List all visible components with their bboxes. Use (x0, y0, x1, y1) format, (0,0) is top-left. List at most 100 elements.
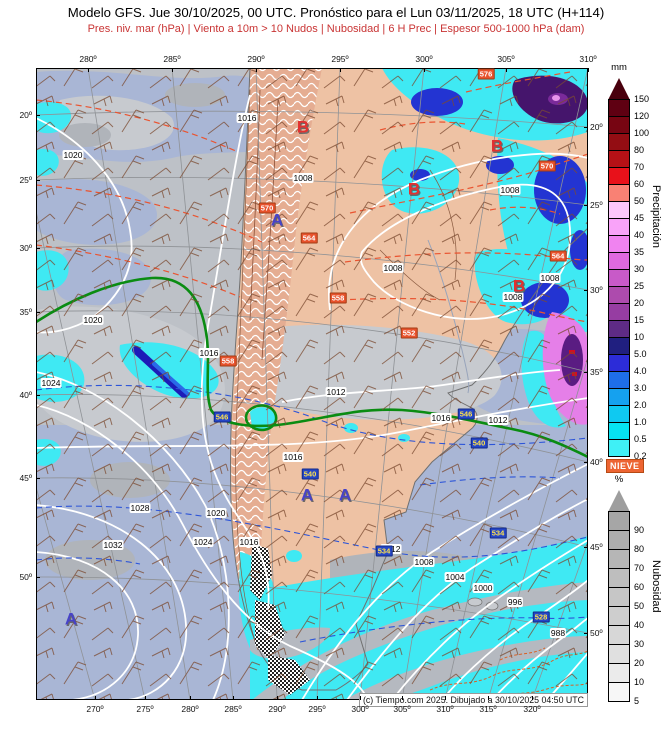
axis-tick (233, 696, 234, 700)
axis-tick (277, 696, 278, 700)
axis-bottom-label: 280º (181, 704, 199, 714)
precip-colorbar-label: 2.0 (634, 400, 647, 410)
cloud-colorbar-label: 90 (634, 525, 645, 535)
cloud-colorbar-title: Nubosidad (650, 560, 662, 613)
axis-bottom-label: 305º (393, 704, 411, 714)
precip-colorbar-block (608, 303, 630, 321)
cloud-colorbar-label: 50 (634, 601, 645, 611)
precip-colorbar-label: 50 (634, 196, 645, 206)
axis-tick (506, 68, 507, 72)
axis-bottom-label: 275º (136, 704, 154, 714)
cloud-colorbar-block (608, 549, 630, 569)
axis-tick (36, 478, 40, 479)
page-title: Modelo GFS. Jue 30/10/2025, 00 UTC. Pron… (67, 5, 605, 20)
precip-colorbar-label: 4.0 (634, 366, 647, 376)
precip-colorbar-label: 3.0 (634, 383, 647, 393)
axis-bottom-label: 300º (351, 704, 369, 714)
precip-colorbar-label: 45 (634, 213, 645, 223)
axis-tick (360, 696, 361, 700)
axis-right-label: 40º (590, 457, 603, 467)
axis-top-label: 295º (331, 54, 349, 64)
precip-colorbar-block (608, 405, 630, 423)
axis-left-label: 40º (19, 390, 32, 400)
precip-colorbar-block (608, 99, 630, 117)
axis-tick (584, 633, 588, 634)
axis-tick (584, 127, 588, 128)
precip-colorbar-block (608, 320, 630, 338)
axis-bottom-label: 285º (224, 704, 242, 714)
axis-tick (36, 248, 40, 249)
axis-bottom-label: 310º (436, 704, 454, 714)
axis-top-label: 305º (497, 54, 515, 64)
precip-colorbar-label: 70 (634, 162, 645, 172)
snow-legend-badge: NIEVE (606, 459, 644, 473)
axis-tick (36, 312, 40, 313)
cloud-colorbar-label: 60 (634, 582, 645, 592)
axis-tick (340, 68, 341, 72)
axis-top-label: 310º (579, 54, 597, 64)
precip-colorbar-block (608, 150, 630, 168)
axis-tick (145, 696, 146, 700)
precip-colorbar-block (608, 133, 630, 151)
axis-tick (588, 68, 589, 72)
axis-tick (36, 180, 40, 181)
cloud-colorbar-label: 70 (634, 563, 645, 573)
cloud-colorbar-label: 40 (634, 620, 645, 630)
axis-tick (172, 68, 173, 72)
axis-bottom-label: 295º (308, 704, 326, 714)
axis-top-label: 290º (247, 54, 265, 64)
precip-colorbar-label: 150 (634, 94, 650, 104)
precip-colorbar-block (608, 422, 630, 440)
axis-tick (256, 68, 257, 72)
cloud-colorbar-block (608, 587, 630, 607)
precip-colorbar-label: 0.2 (634, 451, 647, 461)
precip-colorbar-arrow (608, 78, 630, 100)
precip-colorbar-unit: mm (611, 62, 627, 73)
axis-bottom-label: 290º (268, 704, 286, 714)
cloud-colorbar-block (608, 511, 630, 531)
axis-tick (584, 205, 588, 206)
axis-bottom-label: 270º (86, 704, 104, 714)
precip-colorbar-label: 80 (634, 145, 645, 155)
axis-tick (584, 462, 588, 463)
weather-map (36, 68, 588, 700)
axis-tick (36, 577, 40, 578)
cloud-colorbar-arrow (608, 490, 630, 512)
axis-tick (584, 290, 588, 291)
copyright-note: (c) Tiempo.com 2025. Dibujado a 30/10/20… (358, 693, 588, 707)
cloud-colorbar-label: 80 (634, 544, 645, 554)
axis-tick (402, 696, 403, 700)
axis-tick (488, 696, 489, 700)
cloud-colorbar-block (608, 625, 630, 645)
page-subtitle: Pres. niv. mar (hPa) | Viento a 10m > 10… (87, 23, 585, 35)
precip-colorbar-block (608, 218, 630, 236)
precip-colorbar-label: 5.0 (634, 349, 647, 359)
axis-tick (532, 696, 533, 700)
precip-colorbar-block (608, 252, 630, 270)
axis-left-label: 30º (19, 243, 32, 253)
precip-colorbar-block (608, 167, 630, 185)
wind-barbs (36, 68, 588, 700)
precip-colorbar-block (608, 116, 630, 134)
precip-colorbar-label: 0.5 (634, 434, 647, 444)
precip-colorbar-label: 35 (634, 247, 645, 257)
axis-top-label: 300º (415, 54, 433, 64)
cloud-colorbar-label: 10 (634, 677, 645, 687)
precip-colorbar-label: 15 (634, 315, 645, 325)
axis-right-label: 20º (590, 122, 603, 132)
precip-colorbar-block (608, 286, 630, 304)
axis-top-label: 285º (163, 54, 181, 64)
axis-tick (88, 68, 89, 72)
cloud-colorbar-block (608, 606, 630, 626)
precip-colorbar-label: 20 (634, 298, 645, 308)
axis-bottom-label: 320º (523, 704, 541, 714)
cloud-colorbar-block (608, 530, 630, 550)
precip-colorbar-label: 120 (634, 111, 650, 121)
precip-colorbar-block (608, 388, 630, 406)
cloud-colorbar-block (608, 663, 630, 683)
axis-tick (424, 68, 425, 72)
axis-right-label: 50º (590, 628, 603, 638)
precip-colorbar-label: 40 (634, 230, 645, 240)
axis-tick (584, 547, 588, 548)
